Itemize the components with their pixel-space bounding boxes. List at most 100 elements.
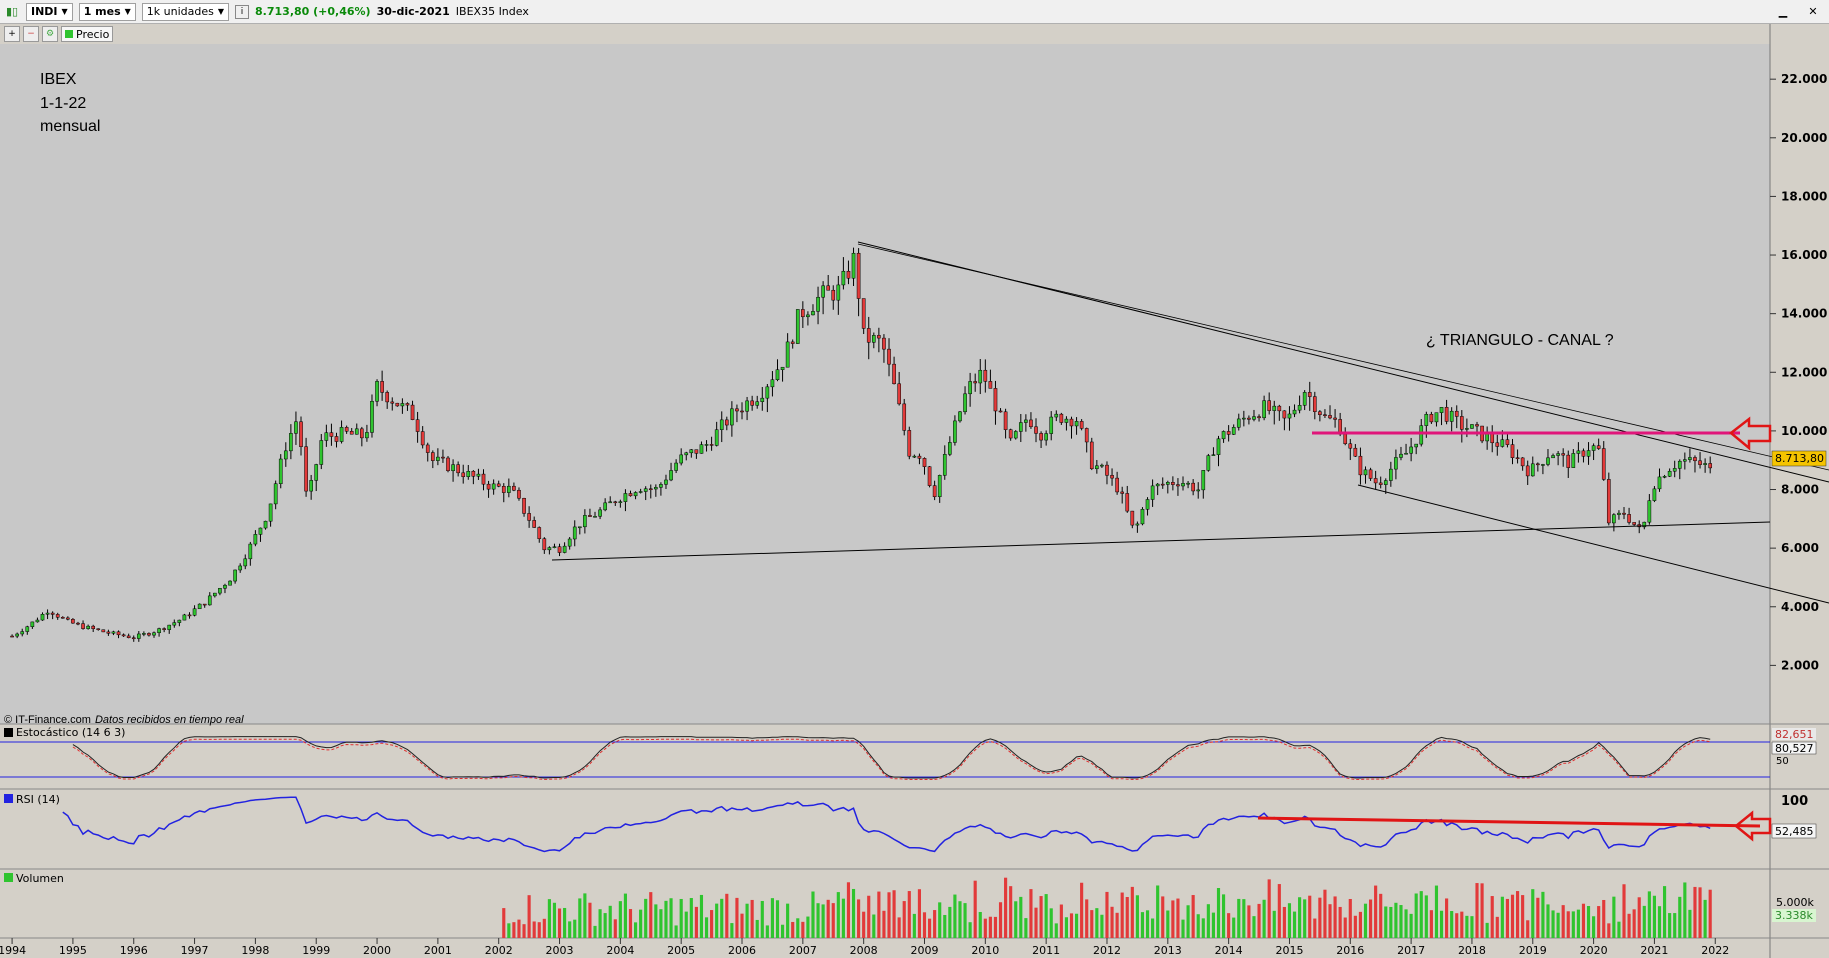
volume-bar xyxy=(598,909,602,938)
x-tick-label: 2018 xyxy=(1458,944,1486,957)
volume-bar xyxy=(1247,905,1251,938)
price-panel xyxy=(0,44,1770,724)
info-icon[interactable]: i xyxy=(235,4,250,19)
candle-body xyxy=(1672,468,1677,472)
candle-body xyxy=(71,619,75,624)
candle-body xyxy=(669,470,673,481)
symbol-selector[interactable]: INDI ▼ xyxy=(26,2,73,21)
volume-bar xyxy=(922,912,927,938)
candle-body xyxy=(1039,433,1043,441)
candle-body xyxy=(522,497,526,514)
stoch-value-tag xyxy=(1771,741,1817,755)
candle-body xyxy=(1404,452,1408,455)
candle-body xyxy=(461,472,466,477)
candlestick-icon[interactable]: ▮▯ xyxy=(5,5,19,18)
candle-body xyxy=(167,624,172,630)
candle-body xyxy=(1130,510,1135,526)
x-tick-label: 1994 xyxy=(0,944,26,957)
volume-title: Volumen xyxy=(16,872,64,885)
candle-body xyxy=(1221,431,1226,440)
volume-bar xyxy=(1353,915,1357,938)
volume-bar xyxy=(836,892,840,938)
volume-bar xyxy=(1673,913,1677,938)
volume-bar xyxy=(1004,877,1008,938)
volume-bar xyxy=(1404,909,1408,938)
volume-bar xyxy=(816,903,820,938)
add-indicator-icon[interactable]: + xyxy=(4,26,20,42)
x-tick-label: 2014 xyxy=(1215,944,1243,957)
candle-body xyxy=(344,427,349,432)
volume-bar xyxy=(1612,896,1616,938)
candle-body xyxy=(598,509,602,517)
candle-body xyxy=(902,403,907,431)
volume-bar xyxy=(1272,910,1276,938)
volume-bar xyxy=(1374,885,1378,938)
candle-body xyxy=(1556,453,1560,456)
candle-body xyxy=(339,427,344,442)
units-selector[interactable]: 1k unidades ▼ xyxy=(141,2,230,21)
candle-body xyxy=(1510,444,1515,458)
candle-body xyxy=(628,493,633,497)
volume-bar xyxy=(1216,888,1221,938)
volume-bar xyxy=(1531,889,1535,938)
candle-body xyxy=(892,363,896,385)
volume-bar xyxy=(902,901,906,938)
candle-body xyxy=(577,526,582,529)
candle-body xyxy=(126,635,131,639)
volume-bar xyxy=(664,900,668,938)
volume-bar xyxy=(1581,903,1586,938)
candle-body xyxy=(750,400,754,406)
volume-bar xyxy=(1308,895,1312,938)
candle-body xyxy=(1383,480,1388,485)
candle-body xyxy=(821,285,825,298)
volume-bar xyxy=(1429,910,1433,938)
volume-bar xyxy=(750,899,754,938)
candle-body xyxy=(1546,457,1550,465)
candle-body xyxy=(841,271,846,286)
candle-body xyxy=(309,480,313,492)
candle-body xyxy=(567,538,572,547)
volume-bar xyxy=(1232,917,1236,938)
timeframe-value: 1 mes xyxy=(83,5,121,18)
candle-body xyxy=(623,493,628,502)
volume-bar xyxy=(507,923,511,938)
candle-body xyxy=(486,483,491,490)
remove-indicator-icon[interactable]: − xyxy=(23,26,39,42)
candle-body xyxy=(1439,407,1444,413)
settings-icon[interactable]: ⚙ xyxy=(42,26,58,42)
x-tick-label: 2007 xyxy=(789,944,817,957)
candle-body xyxy=(40,613,45,621)
volume-bar xyxy=(1642,905,1646,938)
volume-bar xyxy=(760,900,764,938)
candle-body xyxy=(182,614,187,621)
timeframe-selector[interactable]: 1 mes ▼ xyxy=(78,2,136,21)
volume-bar xyxy=(1343,917,1347,938)
candle-body xyxy=(1688,457,1692,460)
minimize-icon[interactable]: ▁ xyxy=(1778,4,1788,18)
volume-bar xyxy=(1556,912,1560,938)
arrow-icon xyxy=(1734,810,1772,842)
candle-body xyxy=(1044,433,1048,441)
candle-body xyxy=(775,369,780,380)
candle-body xyxy=(1490,433,1495,444)
candle-body xyxy=(501,486,506,493)
close-icon[interactable]: ✕ xyxy=(1808,4,1818,18)
candle-body xyxy=(922,458,927,467)
candle-body xyxy=(131,637,136,640)
candle-body xyxy=(1378,482,1383,485)
price-panel-tab[interactable]: Precio xyxy=(61,26,114,42)
candle-body xyxy=(856,252,861,299)
volume-bar xyxy=(963,903,967,938)
volume-bar xyxy=(1485,922,1489,938)
candle-body xyxy=(1084,428,1089,443)
candle-body xyxy=(552,546,557,548)
x-tick-label: 2017 xyxy=(1397,944,1425,957)
volume-bar xyxy=(532,921,536,938)
candle-body xyxy=(785,341,790,368)
volume-bar xyxy=(1029,889,1033,938)
candle-body xyxy=(608,501,613,504)
candle-body xyxy=(410,404,415,420)
candle-body xyxy=(963,393,967,413)
candle-body xyxy=(390,401,395,404)
